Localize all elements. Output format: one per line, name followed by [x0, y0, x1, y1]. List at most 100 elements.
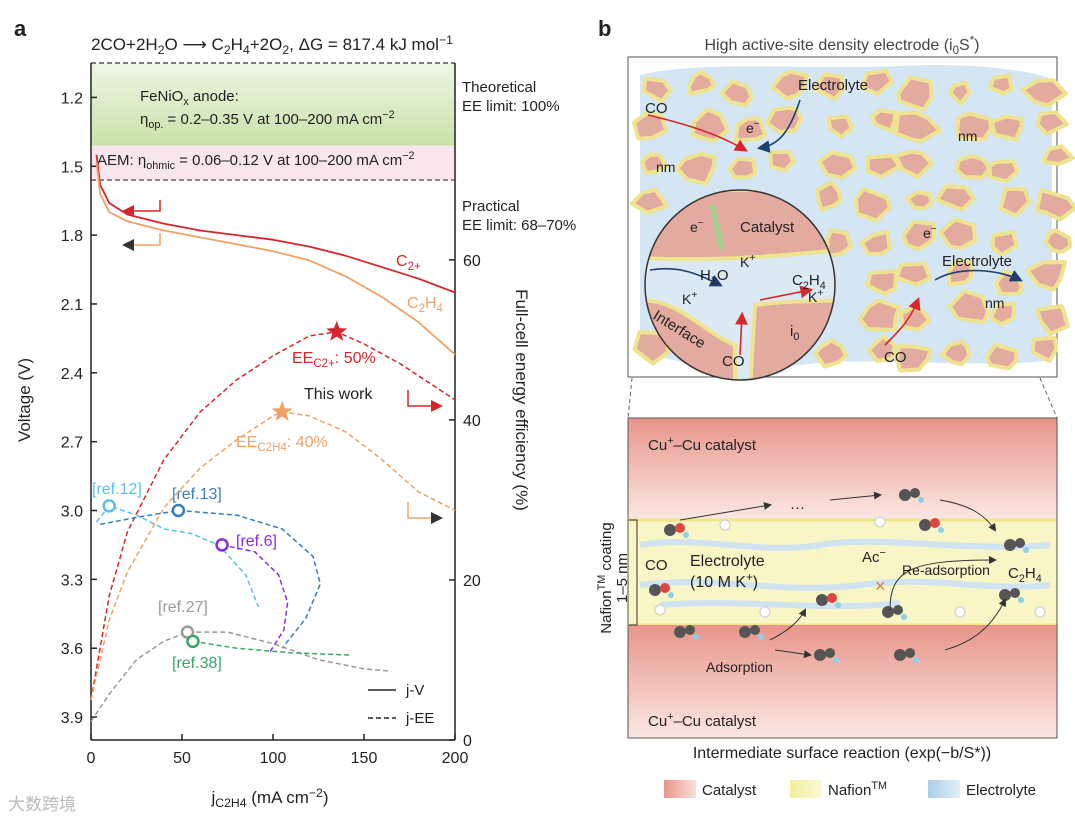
panel-a: a 2CO+2H2O ⟶ C2H4+2O2, ΔG = 817.4 kJ mol…: [8, 16, 576, 814]
layer-label: Cu+–Cu catalyst: [648, 435, 757, 454]
atom: [919, 519, 931, 531]
particle: [817, 150, 858, 180]
atom: [825, 648, 835, 658]
particle: [686, 70, 716, 96]
atom: [685, 625, 695, 635]
layer-label: Cu+–Cu catalyst: [648, 711, 757, 730]
label: nm: [985, 295, 1004, 311]
point-marker: [215, 538, 229, 552]
particle: [825, 228, 853, 258]
catalyst-layer: [628, 418, 1057, 520]
point-marker: [186, 634, 200, 649]
particle: [947, 288, 990, 325]
y-tick-label: 3.6: [61, 641, 83, 658]
series-label: [ref.6]: [236, 533, 277, 550]
arrow: [829, 491, 882, 501]
particle: [955, 111, 993, 142]
arrow: [889, 556, 997, 611]
label: Adsorption: [706, 659, 773, 675]
panel-label: a: [14, 16, 27, 41]
thickness-label: 1–5 nm: [614, 553, 631, 603]
label: nm: [656, 159, 675, 175]
band: [91, 145, 455, 181]
band-label: FeNiOx anode:: [140, 88, 239, 108]
atom: [905, 648, 915, 658]
particle: [893, 149, 934, 179]
series-label: EEC2H4: 40%: [236, 434, 328, 454]
particle: [632, 111, 669, 141]
point-marker: [171, 503, 186, 518]
band-label: AEM: ηohmic = 0.06–0.12 V at 100–200 mA …: [97, 150, 415, 172]
label: i0: [790, 323, 799, 343]
series-line: [95, 161, 456, 356]
series-label: EEC2+: 50%: [292, 350, 376, 370]
particle: [870, 108, 898, 133]
particle: [733, 116, 768, 143]
arrow: [679, 502, 772, 521]
ion: [954, 606, 966, 618]
label: CO: [645, 557, 668, 574]
label: Electrolyte: [942, 253, 1012, 270]
atom: [894, 649, 906, 661]
panel-label: b: [598, 16, 611, 41]
atom: [833, 657, 839, 663]
particle: [990, 229, 1019, 257]
label: Re-adsorption: [902, 562, 990, 578]
atom: [660, 583, 670, 593]
axis-arrow: [122, 200, 161, 217]
ion: [1034, 606, 1046, 618]
particle: [813, 338, 848, 369]
y-tick-label: 3.3: [61, 572, 83, 589]
caption: Intermediate surface reaction (exp(−b/S*…: [693, 745, 991, 762]
particle: [938, 217, 978, 251]
series-label: C2+: [396, 253, 421, 273]
label: K+: [808, 288, 823, 305]
arrow: [939, 499, 997, 532]
label: e−: [923, 224, 937, 241]
atom: [758, 634, 764, 640]
particle: [1025, 260, 1068, 292]
y2-tick-label: 20: [463, 573, 481, 590]
particle: [893, 110, 942, 144]
y-tick-label: 1.5: [61, 159, 83, 176]
particle: [865, 269, 899, 296]
catalyst-particles: [629, 68, 1075, 373]
legend-label: Electrolyte: [966, 782, 1036, 799]
particle: [898, 305, 932, 332]
particle: [984, 342, 1019, 371]
particle: [894, 344, 933, 373]
particle: [987, 159, 1020, 184]
label: Electrolyte: [798, 77, 868, 94]
label: ···: [790, 499, 805, 516]
axis-arrow: [407, 502, 443, 524]
y-tick-label: 2.1: [61, 297, 83, 314]
particle: [954, 154, 992, 180]
chart-title: 2CO+2H2O ⟶ C2H4+2O2, ΔG = 817.4 kJ mol−1: [91, 33, 453, 57]
atom: [901, 614, 907, 620]
x-tick-label: 200: [442, 750, 469, 767]
legend-swatch: [928, 780, 960, 798]
atom: [816, 594, 828, 606]
limit-label: Theoretical: [462, 79, 536, 96]
label: Catalyst: [740, 219, 795, 236]
particle: [826, 114, 854, 139]
band: [91, 63, 455, 146]
series-label: [ref.27]: [158, 599, 208, 616]
particle: [934, 184, 976, 212]
atom: [814, 649, 826, 661]
limit-label: Practical: [462, 198, 520, 215]
blocked-mark: ×: [875, 576, 886, 596]
label: Electrolyte: [690, 553, 765, 570]
atom: [739, 626, 751, 638]
particle: [1035, 304, 1070, 336]
particle: [905, 190, 934, 211]
particle: [858, 298, 902, 332]
legend-label: NafionTM: [828, 780, 887, 799]
particle: [770, 69, 809, 101]
series-label: [ref.13]: [172, 486, 222, 503]
atom: [1018, 597, 1024, 603]
particle: [719, 79, 754, 108]
atom: [675, 523, 685, 533]
limit-text: EE limit: 100%: [462, 98, 560, 115]
particle: [812, 72, 845, 101]
